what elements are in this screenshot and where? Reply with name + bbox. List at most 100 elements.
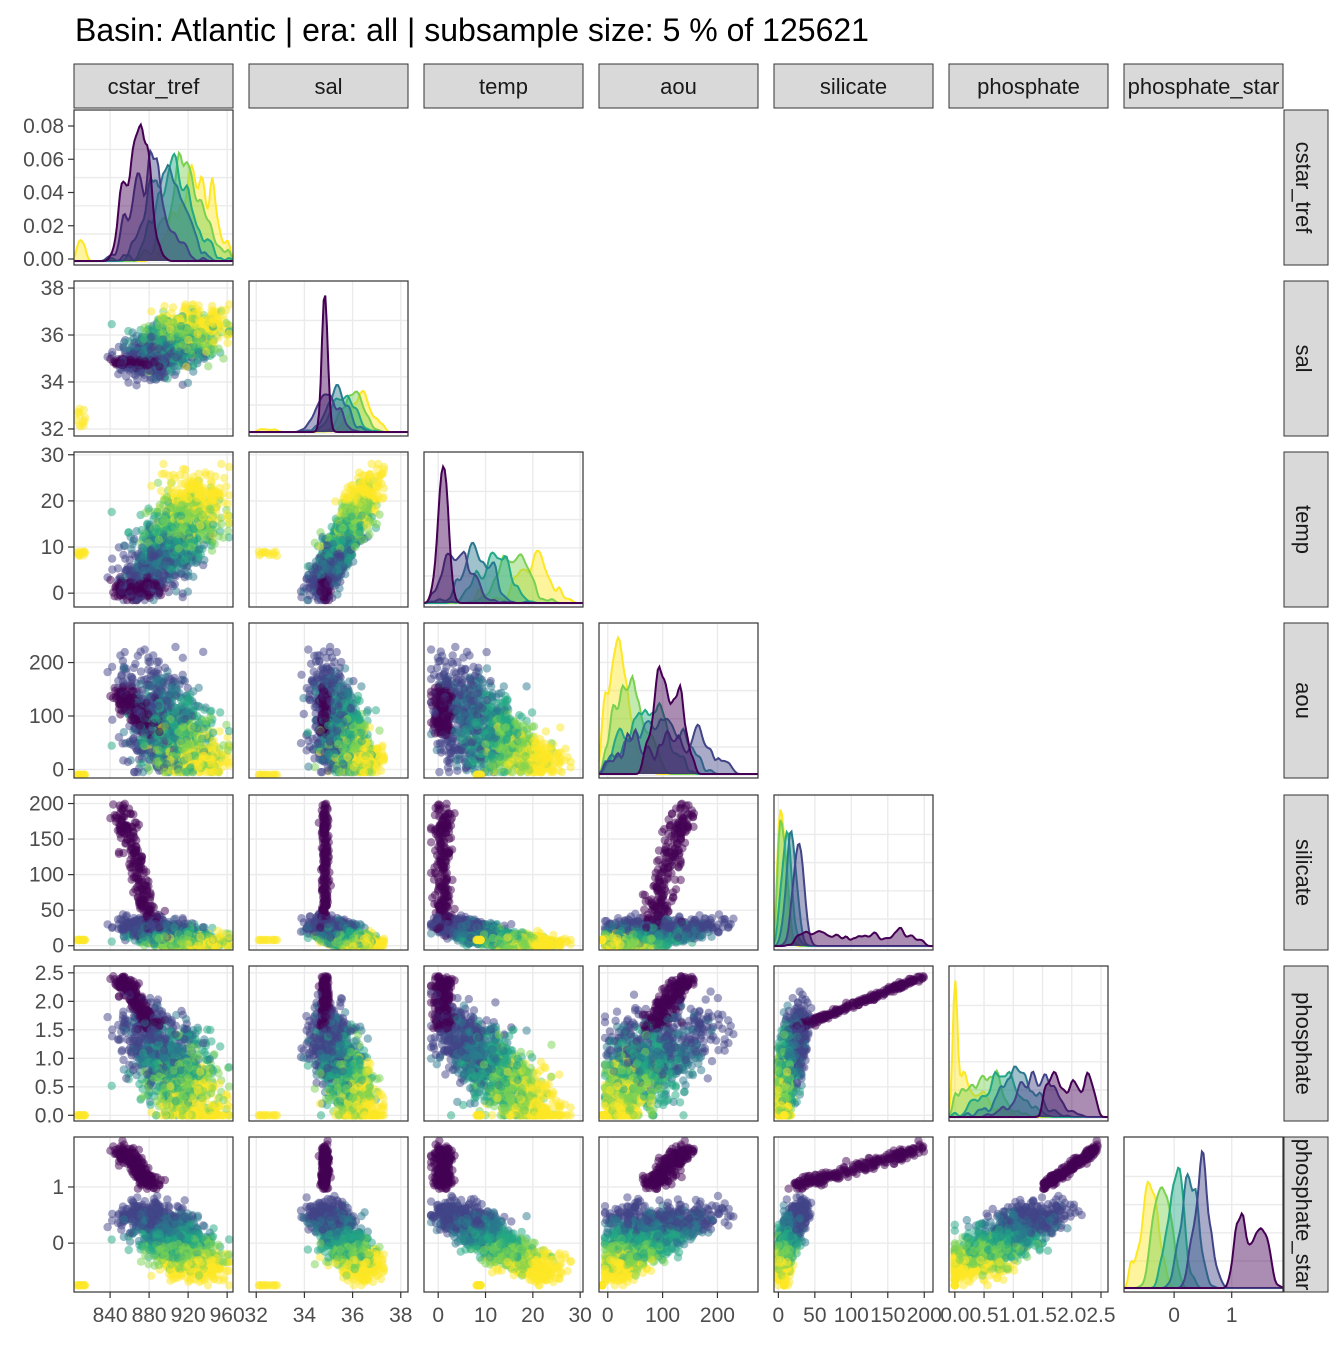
data-point (162, 561, 170, 569)
data-point (373, 520, 381, 528)
data-point (186, 484, 194, 492)
data-point (225, 463, 233, 471)
data-point (363, 521, 371, 529)
data-point (170, 551, 178, 559)
panel-aou-vs-cstar_tref (72, 623, 233, 779)
data-point (154, 549, 162, 557)
data-point (126, 365, 134, 373)
data-point (339, 561, 347, 569)
data-point (108, 742, 116, 750)
data-point (334, 516, 342, 524)
data-point (169, 504, 177, 512)
data-point (106, 355, 114, 363)
data-point (126, 587, 134, 595)
data-point (147, 307, 155, 315)
data-point (182, 363, 190, 371)
data-point (202, 348, 210, 356)
data-point (160, 517, 168, 525)
data-point (108, 555, 116, 563)
data-point (338, 536, 346, 544)
data-point (225, 491, 233, 499)
data-point (326, 557, 334, 565)
data-point (367, 460, 375, 468)
data-point (126, 356, 134, 364)
data-point (210, 320, 218, 328)
data-point (261, 548, 269, 556)
data-point (188, 543, 196, 551)
data-point (117, 579, 125, 587)
data-point (351, 543, 359, 551)
data-point (189, 360, 197, 368)
data-point (220, 474, 228, 482)
row-strip-label: aou (1291, 682, 1316, 719)
data-point (74, 548, 82, 556)
data-point (311, 539, 319, 547)
data-point (151, 528, 159, 536)
data-point (120, 338, 128, 346)
panel-temp-vs-cstar_tref (72, 452, 233, 607)
data-point (184, 588, 192, 596)
data-point (150, 581, 158, 589)
data-point (177, 322, 185, 330)
data-point (304, 562, 312, 570)
data-point (141, 357, 149, 365)
data-point (225, 519, 233, 527)
panel-temp-vs-sal (249, 452, 408, 607)
data-point (195, 477, 203, 485)
data-point (342, 507, 350, 515)
data-point (166, 325, 174, 333)
data-point (208, 302, 216, 310)
data-point (155, 587, 163, 595)
data-point (172, 587, 180, 595)
data-point (219, 534, 227, 542)
data-point (326, 572, 334, 580)
data-point (331, 497, 339, 505)
data-point (124, 758, 132, 766)
data-point (349, 523, 357, 531)
data-point (161, 496, 169, 504)
data-point (117, 587, 125, 595)
data-point (147, 553, 155, 561)
data-point (137, 367, 145, 375)
data-point (124, 378, 132, 386)
data-point (169, 303, 177, 311)
data-point (158, 470, 166, 478)
data-point (365, 471, 373, 479)
data-point (269, 548, 277, 556)
data-point (160, 302, 168, 310)
data-point (108, 508, 116, 516)
data-point (218, 311, 226, 319)
data-point (108, 565, 116, 573)
data-point (108, 320, 116, 328)
data-point (180, 557, 188, 565)
panel-sal-vs-cstar_tref (72, 281, 233, 436)
data-point (184, 379, 192, 387)
data-point (338, 524, 346, 532)
data-point (211, 540, 219, 548)
chart-title: Basin: Atlantic | era: all | subsample s… (75, 12, 869, 48)
data-point (117, 359, 125, 367)
data-point (358, 536, 366, 544)
data-point (160, 355, 168, 363)
data-point (141, 566, 149, 574)
data-point (171, 353, 179, 361)
data-point (223, 510, 231, 518)
data-point (189, 573, 197, 581)
data-point (179, 654, 187, 662)
data-point (176, 471, 184, 479)
row-strip-label: temp (1291, 505, 1316, 554)
data-point (225, 330, 233, 338)
data-point (160, 315, 168, 323)
data-point (141, 509, 149, 517)
data-point (106, 576, 114, 584)
data-point (355, 528, 363, 536)
data-point (181, 304, 189, 312)
data-point (195, 337, 203, 345)
data-point (159, 460, 167, 468)
data-point (378, 495, 386, 503)
data-point (160, 579, 168, 587)
data-point (127, 567, 135, 575)
data-point (155, 362, 163, 370)
data-point (350, 494, 358, 502)
